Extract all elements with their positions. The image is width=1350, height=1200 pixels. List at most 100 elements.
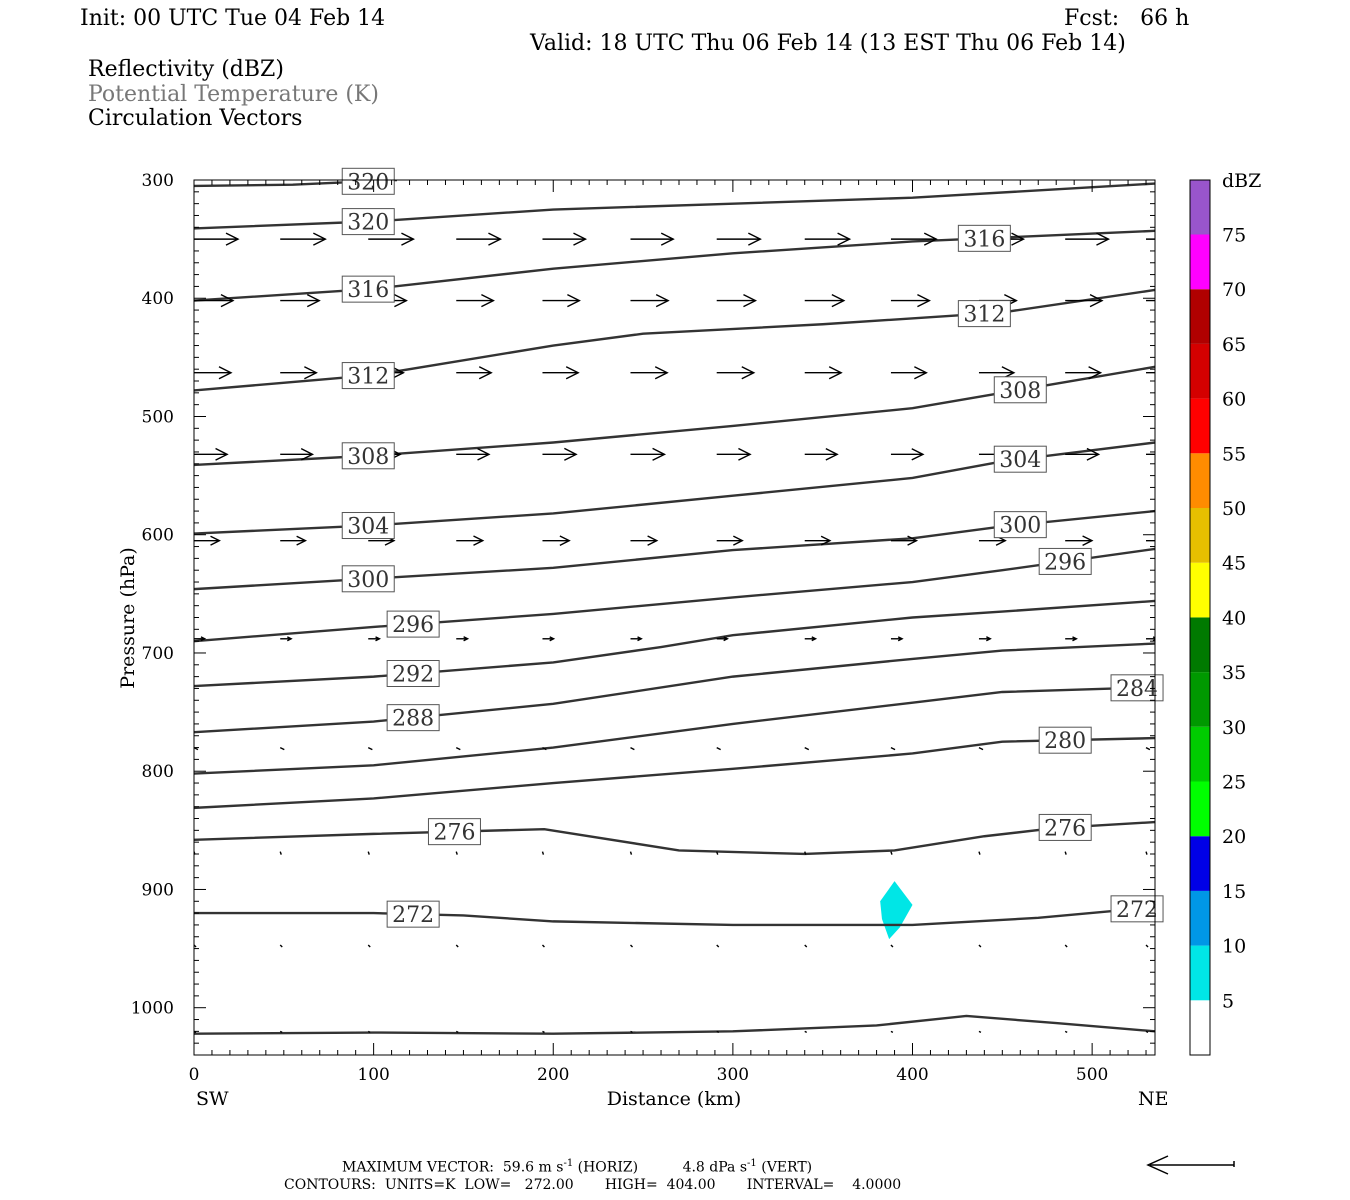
vector-4-4 — [542, 535, 571, 546]
vector-3-8 — [890, 448, 925, 461]
vector-6-7 — [804, 746, 810, 751]
vert-exp: -1 — [747, 1158, 757, 1169]
field-circulation-vectors: Circulation Vectors — [88, 106, 303, 131]
vector-4-5 — [630, 535, 659, 546]
theta-contour-272 — [194, 906, 1155, 927]
theta-contour-284 — [194, 686, 1155, 775]
x-tick-label-100: 100 — [357, 1065, 389, 1085]
vector-8-6 — [716, 944, 720, 948]
svg-text:312: 312 — [347, 365, 389, 390]
x-tick-label-200: 200 — [537, 1065, 569, 1085]
vector-9-8 — [890, 1030, 894, 1033]
vector-2-7 — [804, 366, 843, 380]
vector-5-9 — [978, 636, 992, 642]
vector-3-1 — [280, 448, 315, 461]
svg-text:316: 316 — [347, 278, 389, 303]
vector-3-3 — [456, 447, 491, 461]
vector-6-8 — [890, 746, 896, 751]
vector-2-1 — [280, 366, 318, 380]
colorbar-label-50: 50 — [1222, 498, 1246, 520]
vector-9-6 — [716, 1030, 720, 1033]
vector-1-1 — [280, 293, 321, 308]
vert-tag: (VERT) — [761, 1159, 813, 1176]
vector-2-5 — [630, 366, 669, 380]
svg-text:304: 304 — [999, 448, 1041, 473]
vector-7-4 — [541, 851, 545, 855]
vector-0-4 — [542, 232, 588, 246]
contours-label: CONTOURS: — [284, 1177, 376, 1193]
theta-contour-280 — [194, 736, 1155, 810]
colorbar-label-40: 40 — [1222, 607, 1246, 629]
colorbar-swatch-75 — [1190, 179, 1210, 235]
theta-contour-288 — [194, 642, 1155, 734]
colorbar-swatch-40 — [1190, 562, 1210, 618]
vector-9-3 — [455, 1030, 459, 1033]
vector-0-1 — [280, 232, 327, 246]
vert-value: 4.8 — [682, 1159, 705, 1176]
y-tick-label-500: 500 — [142, 407, 174, 427]
contour-label-300: 300 — [993, 511, 1047, 539]
colorbar-swatch-50 — [1190, 453, 1210, 508]
colorbar-label-65: 65 — [1222, 334, 1246, 356]
colorbar-label-45: 45 — [1222, 553, 1246, 575]
vector-3-11 — [1146, 453, 1155, 456]
colorbar-swatch-20 — [1190, 781, 1210, 837]
svg-text:304: 304 — [347, 515, 389, 540]
vector-3-5 — [630, 447, 667, 461]
vector-1-11 — [1146, 299, 1155, 302]
vector-7-1 — [279, 851, 282, 855]
vector-1-5 — [630, 293, 670, 308]
svg-text:308: 308 — [347, 445, 389, 470]
colorbar-swatch-35 — [1190, 617, 1210, 673]
vector-9-2 — [367, 1030, 371, 1033]
colorbar-label-35: 35 — [1222, 662, 1246, 684]
y-tick-label-300: 300 — [142, 171, 174, 191]
y-tick-label-1000: 1000 — [131, 999, 174, 1019]
vector-2-6 — [716, 366, 756, 380]
vector-2-10 — [1065, 366, 1103, 380]
vector-4-11 — [1146, 539, 1155, 542]
contour-label-296: 296 — [1038, 547, 1092, 575]
vector-7-2 — [367, 851, 370, 855]
vector-4-3 — [456, 535, 485, 546]
svg-text:276: 276 — [1044, 816, 1086, 841]
vector-9-11 — [1145, 1030, 1149, 1033]
colorbar-swatch-10 — [1190, 890, 1210, 946]
colorbar-label-75: 75 — [1222, 225, 1246, 247]
colorbar-swatch-65 — [1190, 289, 1210, 344]
vector-8-11 — [1145, 944, 1149, 948]
contour-label-308: 308 — [341, 442, 395, 470]
colorbar-label-10: 10 — [1222, 936, 1246, 958]
y-tick-label-700: 700 — [142, 644, 174, 664]
colorbar-label-5: 5 — [1222, 990, 1234, 1012]
vector-8-3 — [455, 944, 459, 948]
vector-7-10 — [1064, 851, 1067, 855]
svg-text:280: 280 — [1044, 729, 1086, 754]
svg-text:284: 284 — [1116, 677, 1158, 702]
colorbar-title: dBZ — [1222, 170, 1261, 192]
vector-4-7 — [804, 535, 832, 546]
contour-label-288: 288 — [386, 704, 440, 732]
vector-5-6 — [716, 636, 729, 642]
vector-0-10 — [1065, 232, 1111, 246]
vector-9-4 — [542, 1030, 545, 1033]
contours-info-line: CONTOURS: UNITS=K LOW= 272.00 HIGH= 404.… — [284, 1177, 901, 1193]
colorbar: 5 10 15 20 25 30 35 40 45 50 55 60 65 70 75 — [1189, 179, 1246, 1056]
contour-label-304: 304 — [993, 445, 1047, 473]
contour-label-308: 308 — [993, 376, 1047, 404]
contour-label-276: 276 — [427, 818, 481, 846]
x-tick-label-0: 0 — [189, 1065, 200, 1085]
colorbar-label-70: 70 — [1222, 279, 1246, 301]
vector-8-4 — [541, 944, 545, 948]
contour-label-320: 320 — [341, 208, 395, 236]
horiz-value: 59.6 — [502, 1159, 535, 1176]
x-end-label-sw: SW — [196, 1088, 229, 1110]
horiz-tag: (HORIZ) — [577, 1159, 639, 1176]
max-vector-label: MAXIMUM VECTOR: — [342, 1159, 494, 1176]
vector-6-9 — [978, 746, 984, 751]
vector-8-7 — [804, 944, 808, 948]
vector-7-7 — [804, 851, 807, 855]
vector-3-0 — [194, 447, 229, 461]
vector-2-4 — [542, 366, 580, 380]
